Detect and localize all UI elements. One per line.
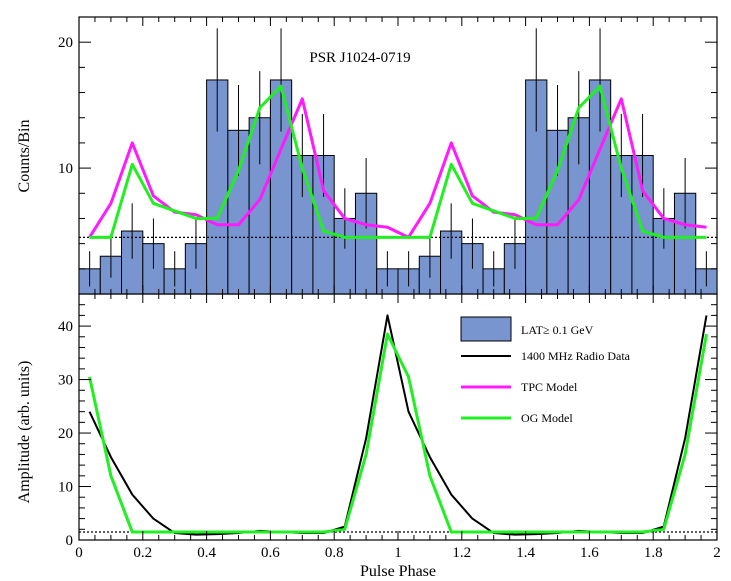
y-tick-label: 40 xyxy=(58,319,73,335)
lat-error-bars xyxy=(89,28,707,287)
y-tick-label: 30 xyxy=(58,373,73,389)
x-tick-label: 1.2 xyxy=(452,545,471,561)
y-tick-label: 10 xyxy=(58,161,73,177)
x-tick-label: 0.2 xyxy=(133,545,152,561)
top-tpc-modelline xyxy=(88,97,707,239)
y-tick-label: 20 xyxy=(58,426,73,442)
legend-label-tpc: TPC Model xyxy=(521,380,578,394)
x-tick-label: 1.4 xyxy=(516,545,535,561)
x-tick-label: 0.4 xyxy=(197,545,216,561)
x-tick-label: 0.6 xyxy=(261,545,280,561)
legend-label-og: OG Model xyxy=(521,411,573,425)
chart-title: PSR J1024-0719 xyxy=(309,50,410,66)
legend-label-radio: 1400 MHz Radio Data xyxy=(521,349,631,363)
legend: LAT≥ 0.1 GeV 1400 MHz Radio Data TPC Mod… xyxy=(460,316,631,425)
gamma-ray-panel: 10 20 PSR J1024-0719 Counts/Bin xyxy=(16,16,718,295)
x-axis-label: Pulse Phase xyxy=(360,563,436,580)
bottom-plot-frame xyxy=(78,293,718,541)
top-model-curves xyxy=(88,84,707,239)
x-tick-label: 1 xyxy=(394,545,402,561)
x-tick-label: 1.8 xyxy=(644,545,663,561)
bottom-curves xyxy=(88,314,708,536)
top-y-axis-label: Counts/Bin xyxy=(16,120,33,193)
bottom-og-modelline xyxy=(88,332,708,534)
x-tick-label: 1.6 xyxy=(580,545,599,561)
y-tick-label: 10 xyxy=(58,480,73,496)
bottom-y-axis-label: Amplitude (arb. units) xyxy=(16,361,33,504)
x-tick-label: 2 xyxy=(713,545,721,561)
x-tick-label: 0.8 xyxy=(325,545,344,561)
legend-swatch-lat xyxy=(460,316,512,342)
y-tick-label: 20 xyxy=(58,35,73,51)
top-axis-ticks: 10 20 xyxy=(58,16,718,295)
legend-label-lat: LAT≥ 0.1 GeV xyxy=(521,323,594,337)
top-og-modelline xyxy=(89,84,707,239)
x-tick-label: 0 xyxy=(75,545,83,561)
y-tick-label: 0 xyxy=(66,533,74,549)
